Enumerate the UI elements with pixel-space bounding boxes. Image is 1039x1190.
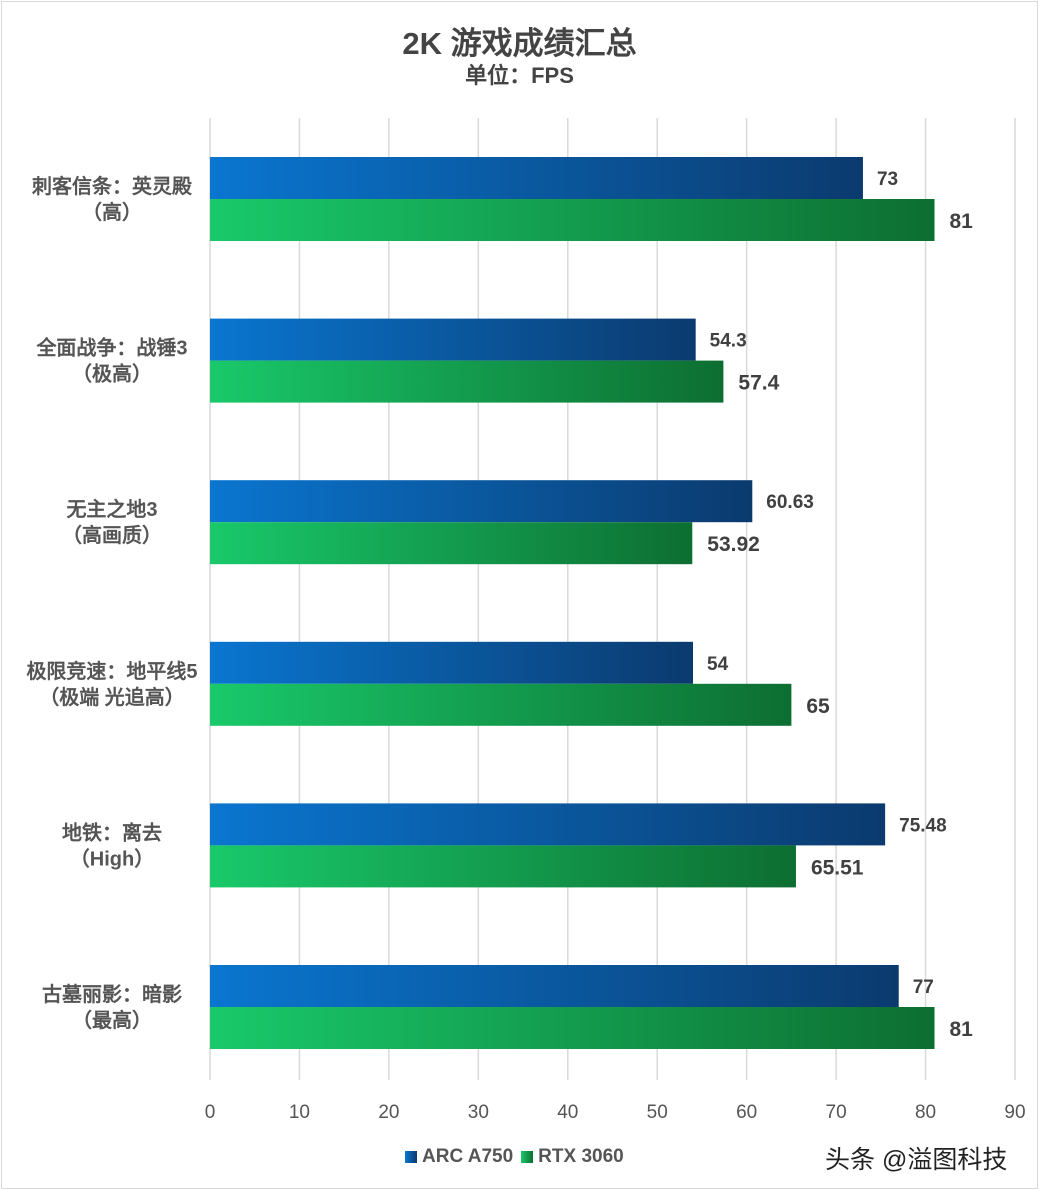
data-label: 57.4 (738, 372, 779, 395)
category-label: （高画质） (62, 523, 162, 547)
legend-swatch (521, 1151, 534, 1163)
x-tick-label: 40 (557, 1102, 578, 1123)
legend-label: ARC A750 (422, 1146, 514, 1167)
legend-item-arc-a750: ARC A750 (405, 1146, 513, 1168)
bar-rtx-3060 (210, 360, 724, 403)
data-label: 81 (950, 210, 974, 233)
category-label: （High） (70, 847, 154, 870)
bar-arc-a750 (210, 480, 753, 523)
x-tick-label: 60 (736, 1102, 757, 1123)
x-tick-label: 30 (468, 1102, 489, 1123)
bar-arc-a750 (210, 803, 886, 846)
chart-title: 2K 游戏成绩汇总 (402, 26, 637, 61)
chart-subtitle: 单位：FPS (465, 63, 574, 88)
category-label: （高） (82, 200, 142, 224)
data-label: 54.3 (710, 331, 747, 352)
bar-arc-a750 (210, 965, 899, 1007)
x-tick-label: 80 (915, 1102, 936, 1123)
x-tick-label: 20 (378, 1102, 399, 1123)
bar-rtx-3060 (210, 683, 792, 726)
legend-item-rtx-3060: RTX 3060 (521, 1146, 624, 1168)
category-label: 无主之地3 (66, 497, 157, 521)
bar-rtx-3060 (210, 199, 935, 241)
data-label: 77 (913, 977, 934, 998)
data-label: 81 (950, 1018, 974, 1041)
category-label: 古墓丽影：暗影 (42, 982, 182, 1006)
category-label: 刺客信条：英灵殿 (32, 174, 193, 198)
data-label: 60.63 (766, 492, 814, 513)
category-label: 全面战争：战锤3 (35, 336, 187, 360)
data-label: 65.51 (811, 856, 864, 879)
bar-arc-a750 (210, 157, 863, 199)
legend-label: RTX 3060 (538, 1146, 624, 1167)
category-label: （极高） (72, 362, 152, 386)
bar-rtx-3060 (210, 1007, 935, 1049)
data-label: 73 (877, 169, 898, 190)
category-label: （极端 光追高） (39, 685, 185, 709)
x-tick-label: 50 (647, 1102, 668, 1123)
bar-arc-a750 (210, 641, 693, 684)
data-label: 75.48 (899, 815, 947, 836)
category-label: 地铁：离去 (62, 820, 162, 844)
category-label: （最高） (72, 1008, 152, 1032)
data-label: 53.92 (707, 533, 760, 556)
watermark: 头条 @溢图科技 (825, 1146, 1008, 1174)
data-label: 54 (707, 654, 729, 675)
x-tick-label: 90 (1004, 1102, 1025, 1123)
x-tick-label: 70 (826, 1102, 847, 1123)
category-label: 极限竞速：地平线5 (26, 659, 197, 683)
x-tick-label: 10 (289, 1102, 310, 1123)
bar-arc-a750 (210, 318, 696, 361)
bar-rtx-3060 (210, 845, 796, 888)
data-label: 65 (806, 695, 830, 718)
legend: ARC A750 RTX 3060 (405, 1146, 632, 1168)
legend-swatch (405, 1151, 417, 1163)
x-tick-label: 0 (205, 1102, 216, 1123)
bar-rtx-3060 (210, 522, 693, 565)
